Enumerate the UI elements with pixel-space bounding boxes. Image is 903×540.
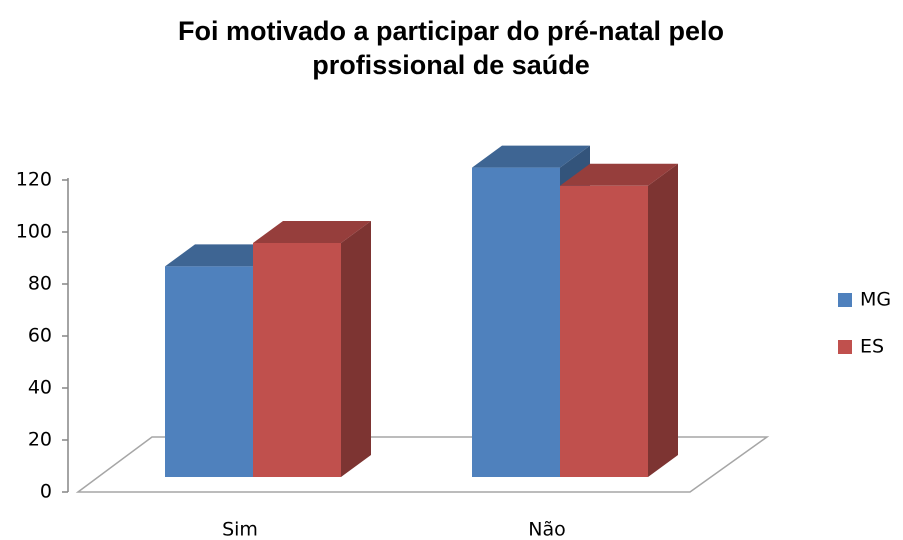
- y-tick-label: 40: [28, 377, 52, 399]
- bar: [253, 243, 341, 477]
- y-tick-label: 60: [28, 325, 52, 347]
- legend-swatch: [838, 340, 852, 354]
- bar-side: [648, 163, 678, 478]
- y-tick-label: 20: [28, 429, 52, 451]
- x-tick-label: Sim: [222, 519, 258, 540]
- chart-title: Foi motivado a participar do pré-natal p…: [177, 16, 725, 80]
- bar-top: [253, 221, 371, 243]
- y-tick-label: 120: [16, 169, 52, 191]
- y-tick-label: 80: [28, 273, 52, 295]
- legend-label: ES: [860, 336, 884, 358]
- legend-swatch: [838, 293, 852, 307]
- bar: [165, 266, 253, 477]
- floor: [75, 436, 770, 493]
- bar: [560, 185, 648, 478]
- bar: [472, 167, 560, 477]
- legend-label: MG: [860, 289, 891, 311]
- bar-top: [560, 163, 678, 186]
- y-tick-label: 100: [16, 221, 52, 243]
- bar-top: [472, 145, 590, 168]
- y-tick-label: 0: [40, 481, 52, 503]
- x-tick-label: Não: [528, 519, 565, 540]
- bar-side: [341, 221, 371, 477]
